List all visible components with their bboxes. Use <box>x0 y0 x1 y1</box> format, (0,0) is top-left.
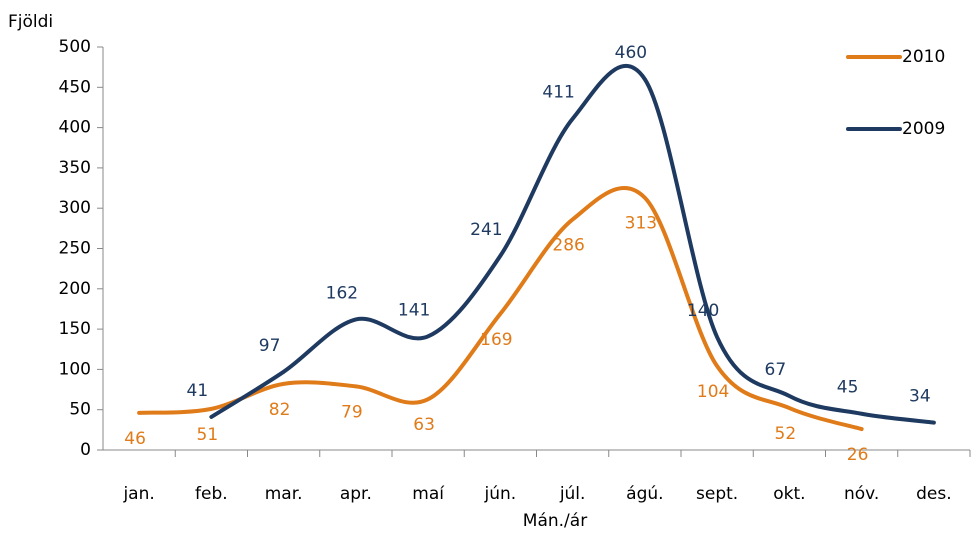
data-label: 41 <box>187 381 209 401</box>
data-label: 34 <box>909 387 931 407</box>
legend-label: 2009 <box>902 119 945 139</box>
x-tick-label: jan. <box>122 484 154 504</box>
y-tick-label: 250 <box>59 239 91 259</box>
data-label: 241 <box>470 220 502 240</box>
data-label: 162 <box>326 283 358 303</box>
y-axis-title: Fjöldi <box>8 12 53 32</box>
y-tick-label: 400 <box>59 118 91 138</box>
data-label: 79 <box>341 402 363 422</box>
data-label: 51 <box>197 425 219 445</box>
data-label: 104 <box>697 382 729 402</box>
x-tick-label: sept. <box>696 484 738 504</box>
legend-label: 2010 <box>902 47 945 67</box>
data-label: 26 <box>847 445 869 465</box>
x-tick-label: des. <box>916 484 952 504</box>
series-line <box>209 63 936 425</box>
data-label: 286 <box>552 235 584 255</box>
data-label: 97 <box>259 336 281 356</box>
y-tick-label: 200 <box>59 279 91 299</box>
y-tick-label: 350 <box>59 158 91 178</box>
y-tick-label: 450 <box>59 77 91 97</box>
x-tick-label: maí <box>412 484 445 504</box>
data-label: 46 <box>124 429 146 449</box>
y-tick-label: 300 <box>59 198 91 218</box>
x-tick-label: okt. <box>773 484 805 504</box>
y-tick-label: 150 <box>59 319 91 339</box>
x-axis-title: Mán./ár <box>523 511 587 531</box>
x-tick-label: júl. <box>559 484 586 504</box>
data-label: 82 <box>269 400 291 420</box>
data-label: 313 <box>625 214 657 234</box>
data-label: 141 <box>398 300 430 320</box>
data-label: 411 <box>542 83 574 103</box>
y-tick-label: 100 <box>59 359 91 379</box>
x-tick-label: mar. <box>265 484 303 504</box>
data-label: 140 <box>687 301 719 321</box>
data-label: 67 <box>765 360 787 380</box>
y-tick-label: 0 <box>80 440 91 460</box>
series-line <box>137 185 864 432</box>
x-tick-label: jún. <box>484 484 517 504</box>
x-tick-label: apr. <box>340 484 372 504</box>
y-tick-label: 500 <box>59 37 91 57</box>
data-label: 169 <box>480 330 512 350</box>
data-label: 52 <box>775 424 797 444</box>
x-tick-label: nóv. <box>844 484 879 504</box>
data-label: 460 <box>615 43 647 63</box>
x-tick-label: ágú. <box>626 484 663 504</box>
data-label: 45 <box>837 378 859 398</box>
data-label: 63 <box>413 415 435 435</box>
x-tick-label: feb. <box>195 484 228 504</box>
y-tick-label: 50 <box>69 400 91 420</box>
